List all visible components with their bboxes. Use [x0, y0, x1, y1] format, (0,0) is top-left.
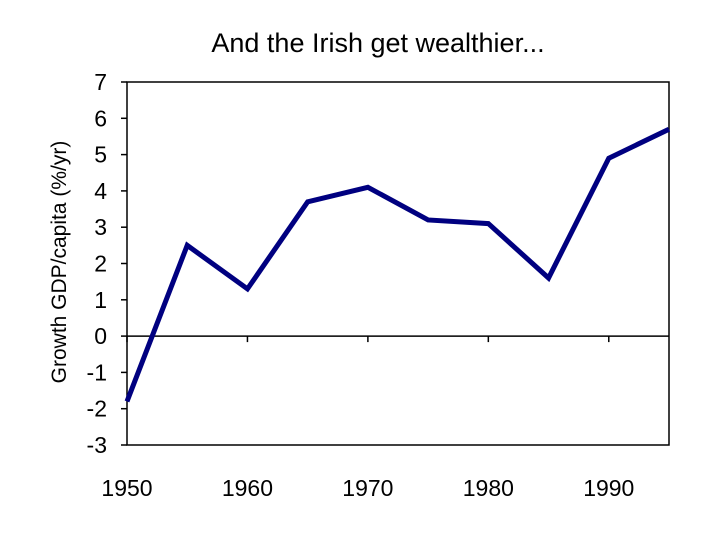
x-tick-labels: 1950 1960 1970 1980 1990: [101, 336, 634, 501]
y-axis-label: Growth GDP/capita (%/yr): [48, 141, 71, 384]
x-tick-label: 1990: [583, 475, 634, 501]
y-tick-label: -1: [87, 359, 107, 385]
series-line: [124, 126, 671, 403]
y-tick-label: 0: [94, 323, 107, 349]
y-tick-label: 5: [94, 142, 107, 168]
y-tick-label: 6: [94, 105, 107, 131]
y-tick-label: 2: [94, 251, 107, 277]
chart-title: And the Irish get wealthier...: [211, 28, 544, 58]
y-tick-label: -2: [87, 396, 107, 422]
x-tick-label: 1970: [342, 475, 393, 501]
x-tick-label: 1980: [463, 475, 514, 501]
y-tick-labels: 7 6 5 4 3 2 1 0 -1 -2 -3: [87, 69, 127, 458]
y-tick-label: 4: [94, 178, 107, 204]
x-tick-label: 1960: [222, 475, 273, 501]
y-tick-label: 1: [94, 287, 107, 313]
y-tick-label: 7: [94, 69, 107, 95]
series-group: [124, 126, 671, 403]
x-tick-label: 1950: [101, 475, 152, 501]
y-tick-label: 3: [94, 214, 107, 240]
y-tick-label: -3: [87, 432, 107, 458]
